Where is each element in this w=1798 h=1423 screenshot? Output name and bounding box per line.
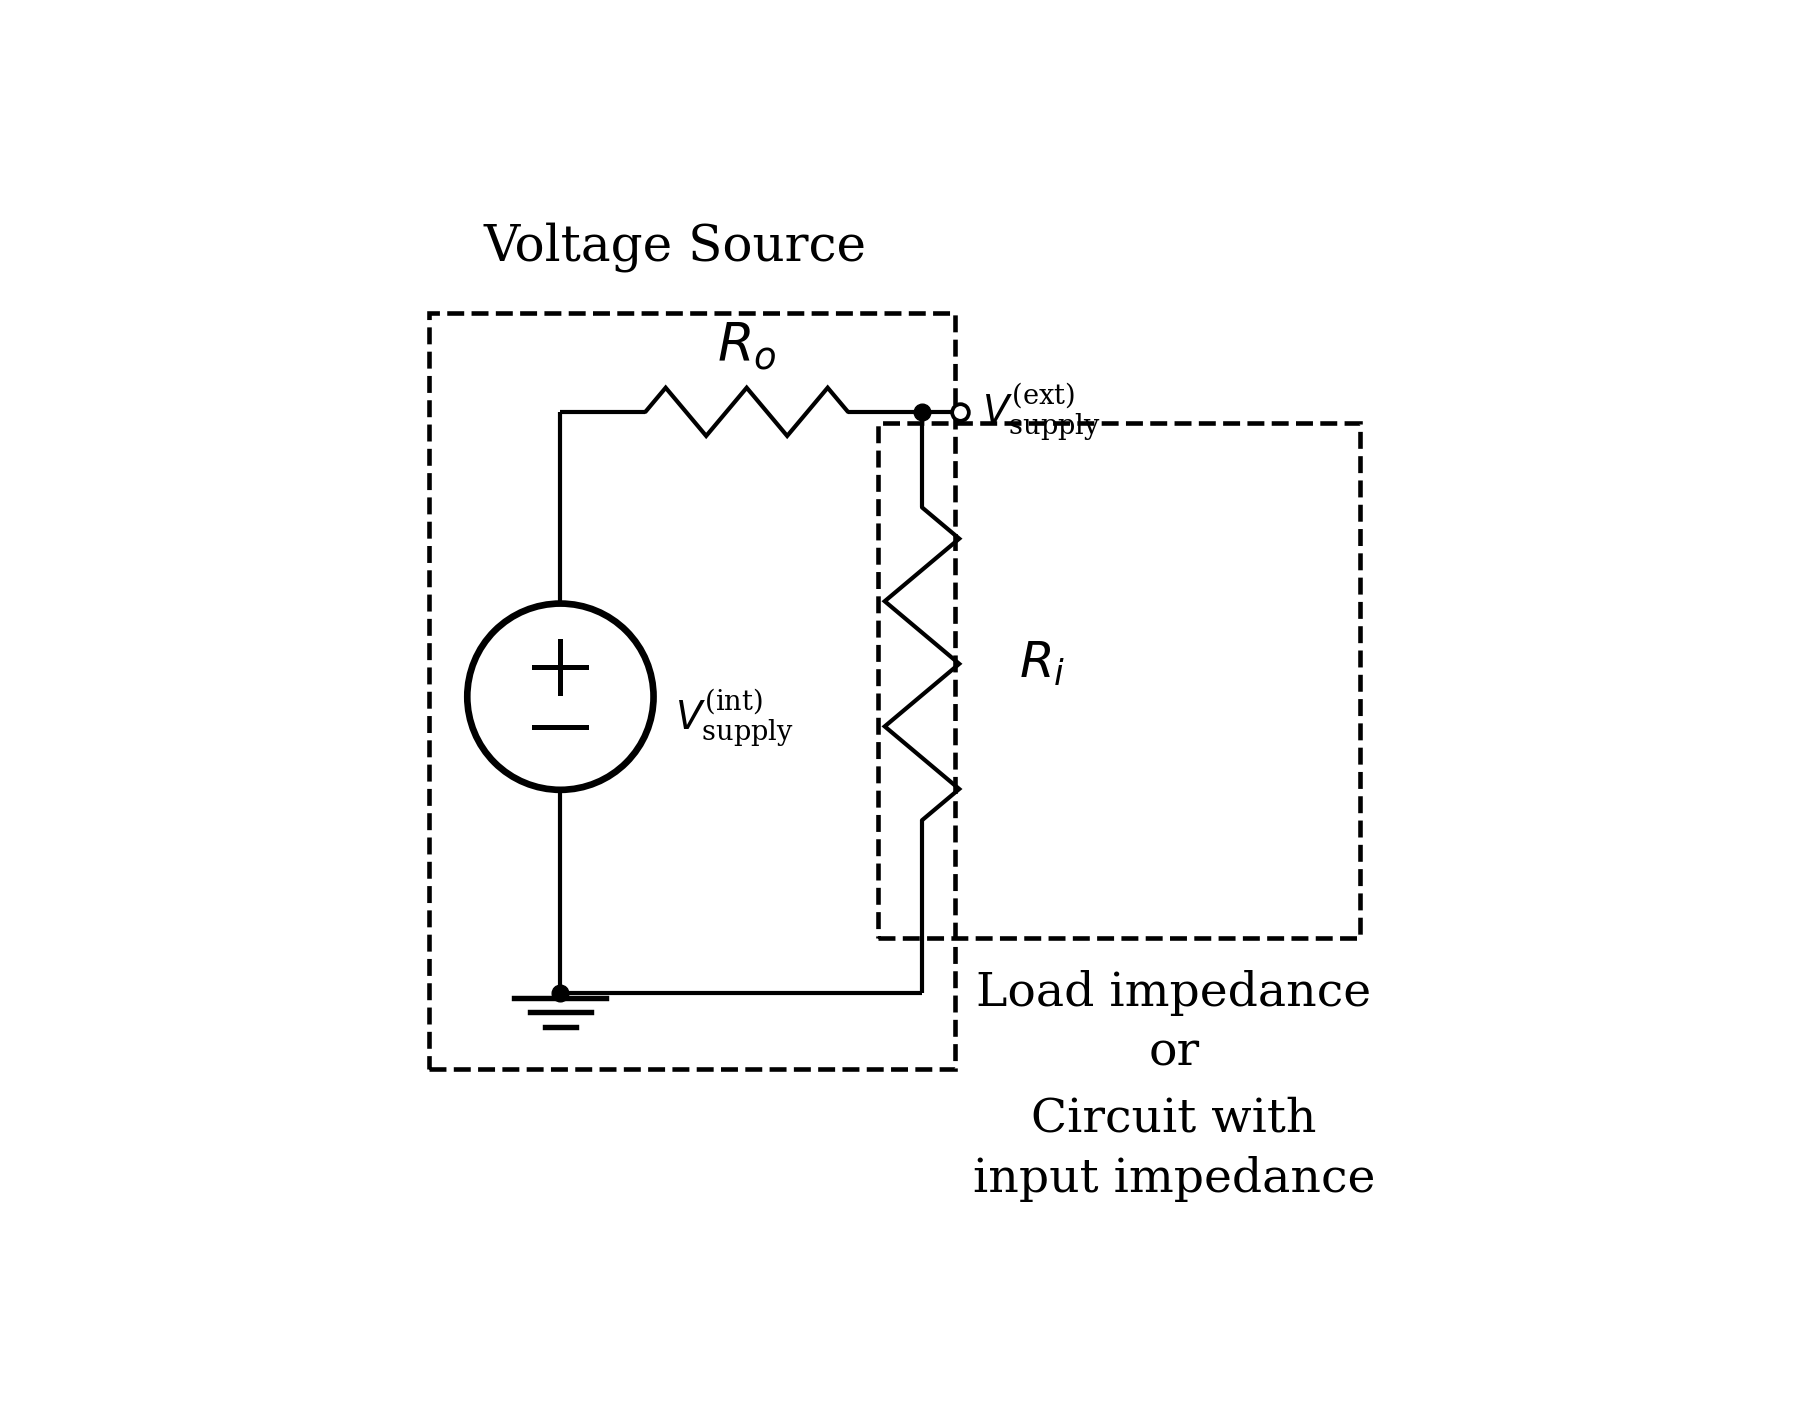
Text: $V_{\mathregular{supply}}^{\mathregular{(ext)}}$: $V_{\mathregular{supply}}^{\mathregular{…: [982, 381, 1100, 443]
Text: Load impedance: Load impedance: [976, 969, 1370, 1016]
Text: $R_i$: $R_i$: [1019, 639, 1064, 689]
Text: $R_o$: $R_o$: [717, 320, 777, 371]
Text: Voltage Source: Voltage Source: [484, 222, 867, 272]
Text: Circuit with: Circuit with: [1030, 1096, 1316, 1141]
Bar: [428, 313, 955, 1069]
Text: or: or: [1147, 1030, 1199, 1076]
Text: $V_{\mathregular{supply}}^{\mathregular{(int)}}$: $V_{\mathregular{supply}}^{\mathregular{…: [674, 687, 795, 750]
Bar: [877, 423, 1359, 938]
Text: input impedance: input impedance: [973, 1155, 1374, 1202]
